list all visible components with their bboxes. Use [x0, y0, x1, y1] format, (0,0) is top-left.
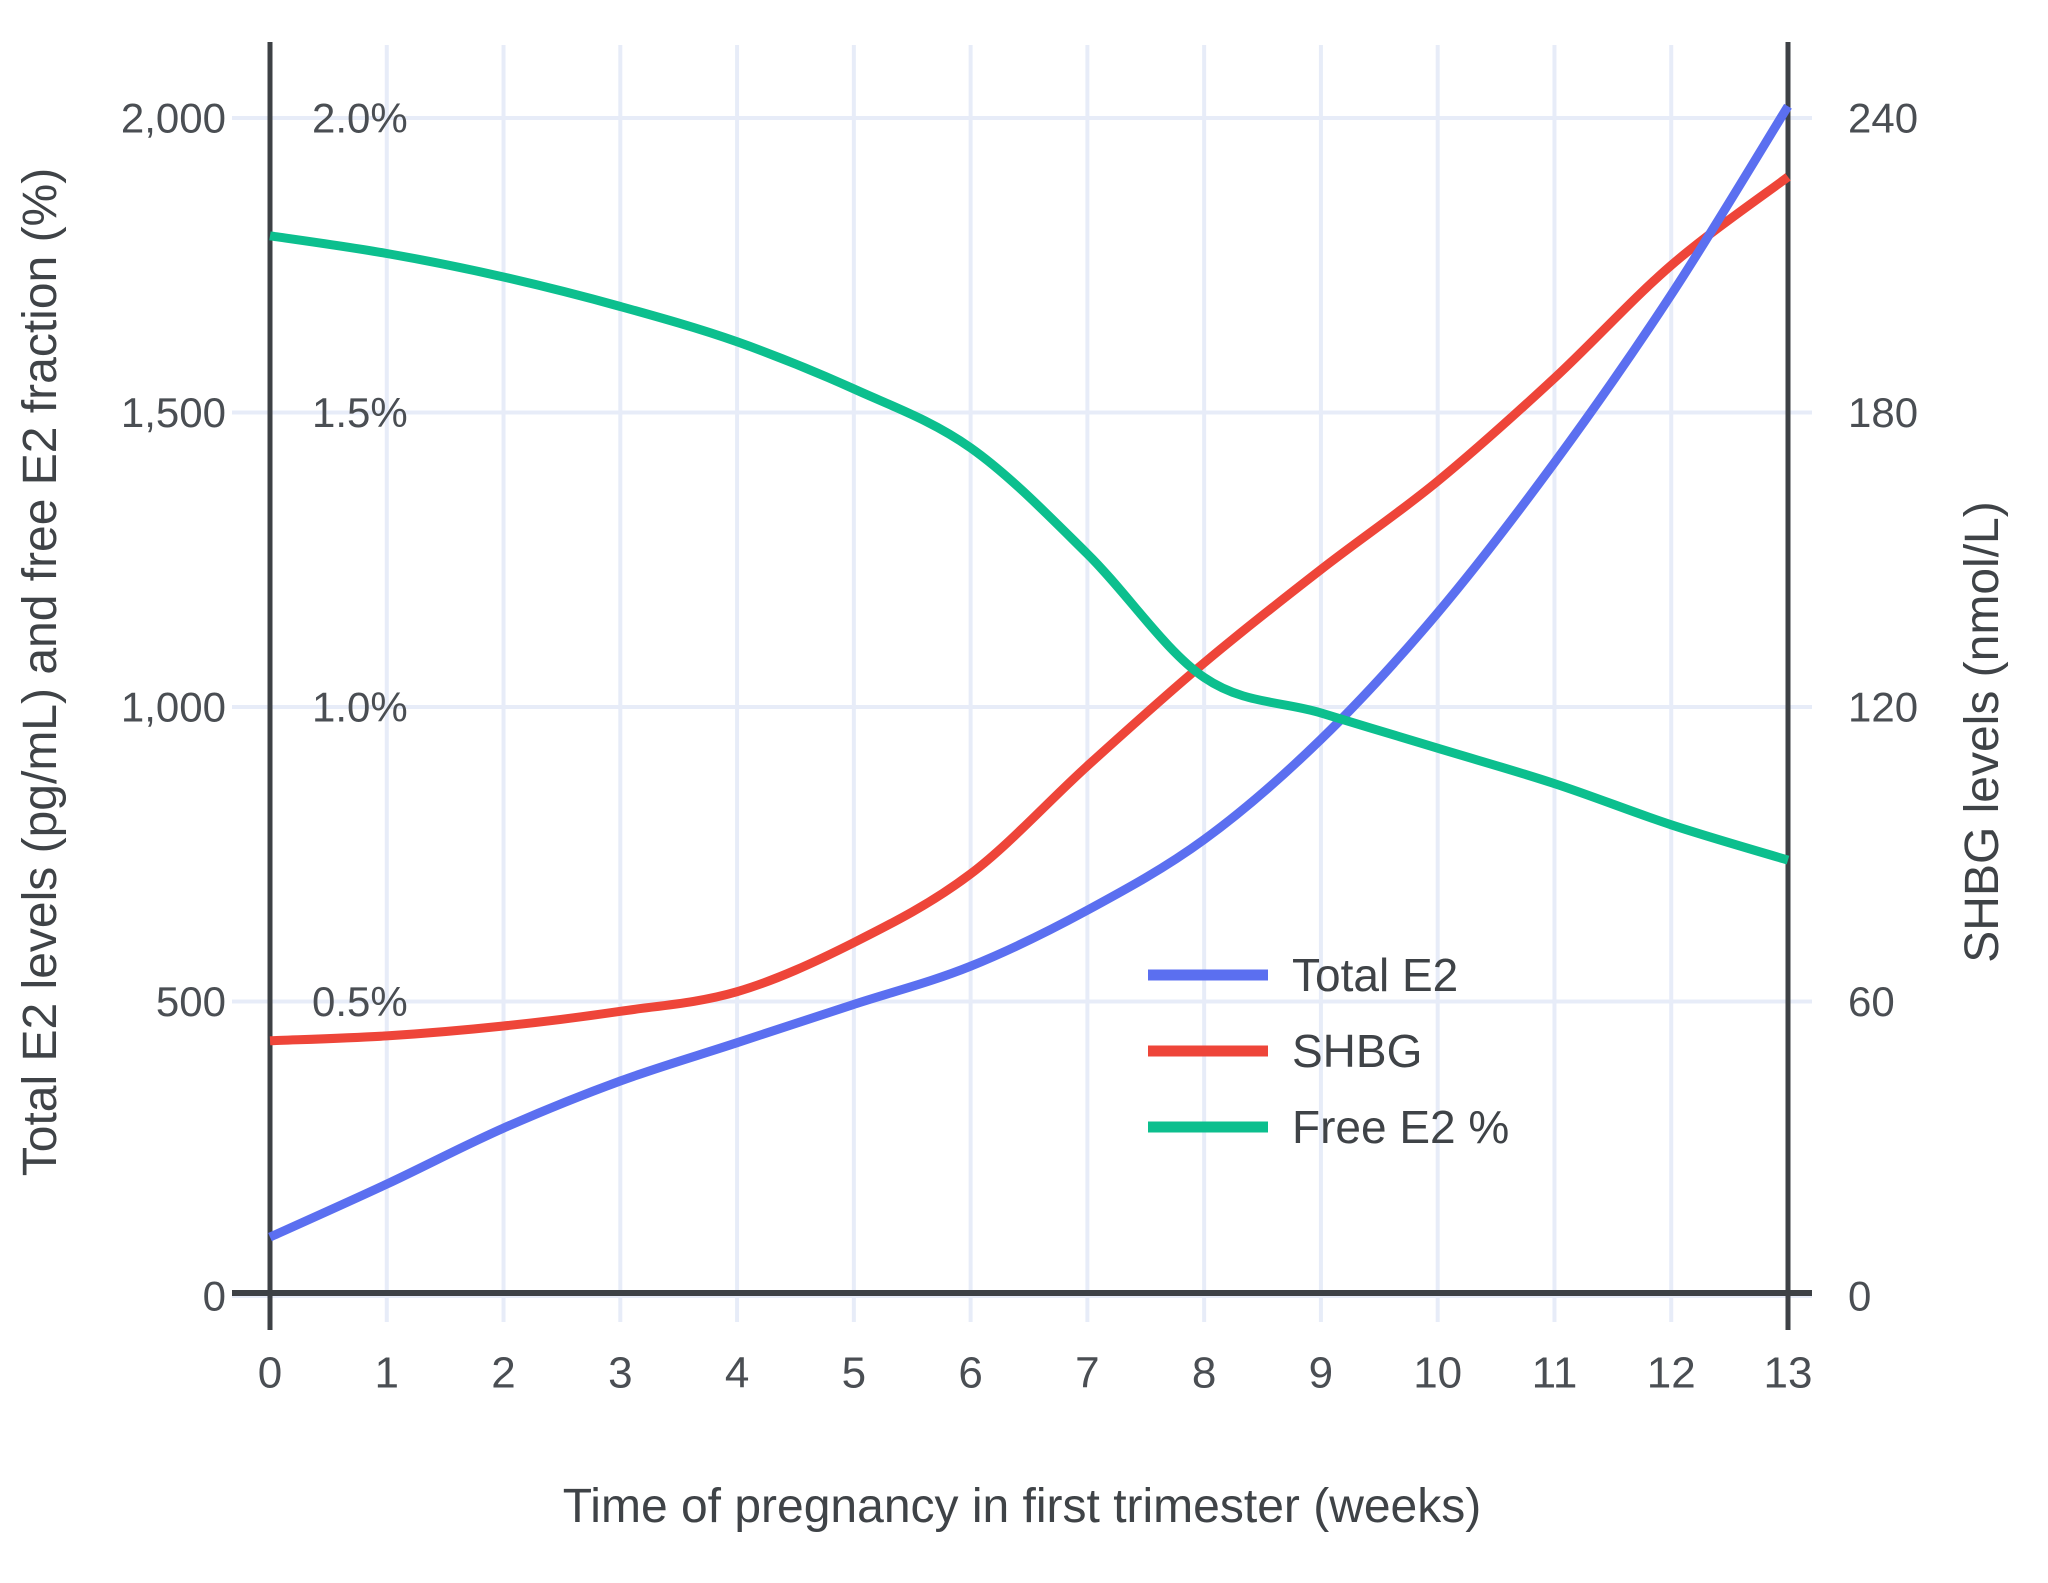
- x-axis-tick-label: 8: [1192, 1348, 1216, 1397]
- left-y-axis-title: Total E2 levels (pg/mL) and free E2 frac…: [14, 168, 67, 1176]
- x-axis-tick-label: 6: [958, 1348, 982, 1397]
- x-axis-tick-label: 13: [1764, 1348, 1813, 1397]
- x-axis-tick-label: 3: [608, 1348, 632, 1397]
- percent-tick-label: 0.5%: [312, 978, 408, 1025]
- right-y-axis-title: SHBG levels (nmol/L): [1956, 501, 2009, 962]
- percent-tick-label: 2.0%: [312, 95, 408, 142]
- series-line-free-e2-: [269, 231, 1790, 865]
- legend-label-total-e2[interactable]: Total E2: [1292, 949, 1458, 1001]
- series-lines: [268, 103, 1792, 1242]
- x-axis-tick-label: 2: [491, 1348, 515, 1397]
- right-axis-tick-label: 60: [1848, 978, 1895, 1025]
- left-axis-tick-label: 1,500: [121, 389, 226, 436]
- right-axis-tick-label: 180: [1848, 389, 1918, 436]
- left-axis-tick-label: 2,000: [121, 95, 226, 142]
- series-line-total-e2: [268, 103, 1792, 1242]
- x-axis-tick-label: 12: [1647, 1348, 1696, 1397]
- x-axis-tick-label: 5: [842, 1348, 866, 1397]
- legend-label-shbg[interactable]: SHBG: [1292, 1025, 1422, 1077]
- right-axis-tick-label: 240: [1848, 95, 1918, 142]
- x-axis-title: Time of pregnancy in first trimester (we…: [563, 1480, 1481, 1533]
- percent-tick-label: 1.5%: [312, 389, 408, 436]
- x-axis-tick-label: 1: [375, 1348, 399, 1397]
- left-axis-tick-label: 0: [203, 1273, 226, 1320]
- x-axis-tick-label: 9: [1309, 1348, 1333, 1397]
- legend-label-free-e2[interactable]: Free E2 %: [1292, 1101, 1509, 1153]
- legend: Total E2 SHBG Free E2 %: [1148, 949, 1509, 1153]
- left-axis-tick-label: 500: [156, 978, 226, 1025]
- gridlines: [232, 45, 1812, 1322]
- axes: [232, 42, 1812, 1330]
- left-axis-tick-label: 1,000: [121, 684, 226, 731]
- axis-tick-labels: 05001,0001,5002,0000.5%1.0%1.5%2.0%06012…: [121, 95, 1918, 1398]
- series-line-shbg: [269, 173, 1791, 1046]
- x-axis-tick-label: 7: [1075, 1348, 1099, 1397]
- x-axis-tick-label: 0: [258, 1348, 282, 1397]
- right-axis-tick-label: 0: [1848, 1273, 1871, 1320]
- percent-tick-label: 1.0%: [312, 684, 408, 731]
- x-axis-tick-label: 11: [1532, 1348, 1578, 1397]
- x-axis-tick-label: 10: [1413, 1348, 1462, 1397]
- right-axis-tick-label: 120: [1848, 684, 1918, 731]
- x-axis-tick-label: 4: [725, 1348, 749, 1397]
